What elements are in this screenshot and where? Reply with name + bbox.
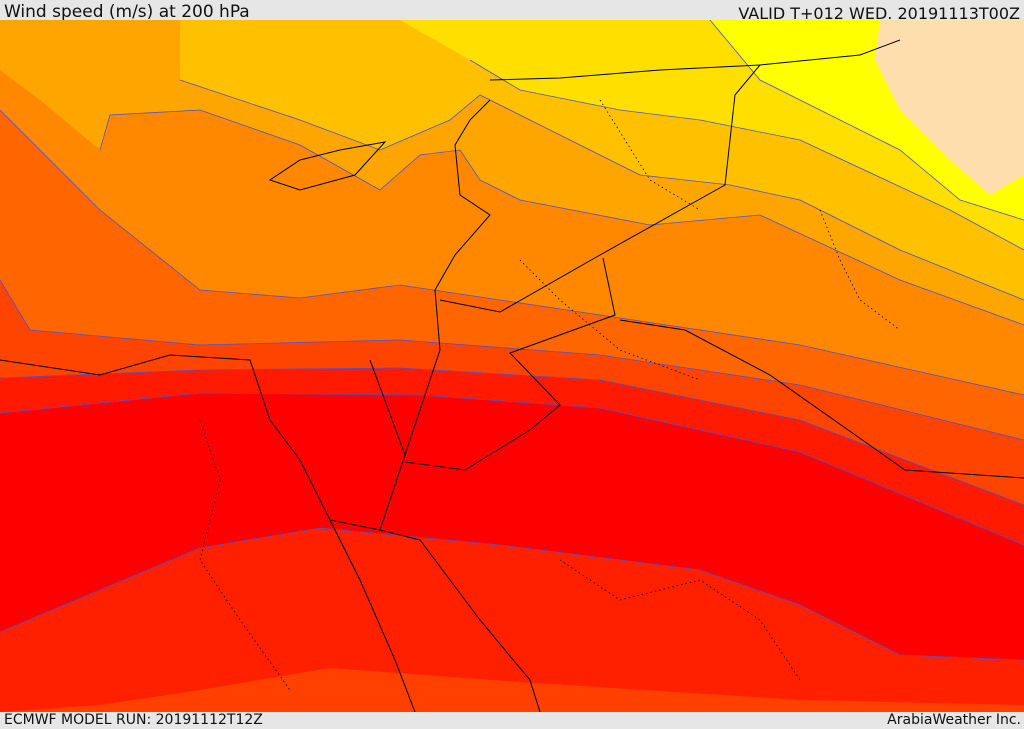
model-run-label: ECMWF MODEL RUN: 20191112T12Z	[4, 712, 263, 728]
band-peach	[875, 20, 1024, 195]
contour-lines	[0, 20, 1024, 661]
valid-time: VALID T+012 WED. 20191113T00Z	[738, 4, 1020, 23]
country-borders	[0, 39, 1024, 712]
brand-label: ArabiaWeather Inc.	[887, 712, 1021, 728]
province-borders	[199, 99, 901, 691]
wind-speed-map	[0, 20, 1024, 712]
map-title: Wind speed (m/s) at 200 hPa	[4, 2, 250, 22]
